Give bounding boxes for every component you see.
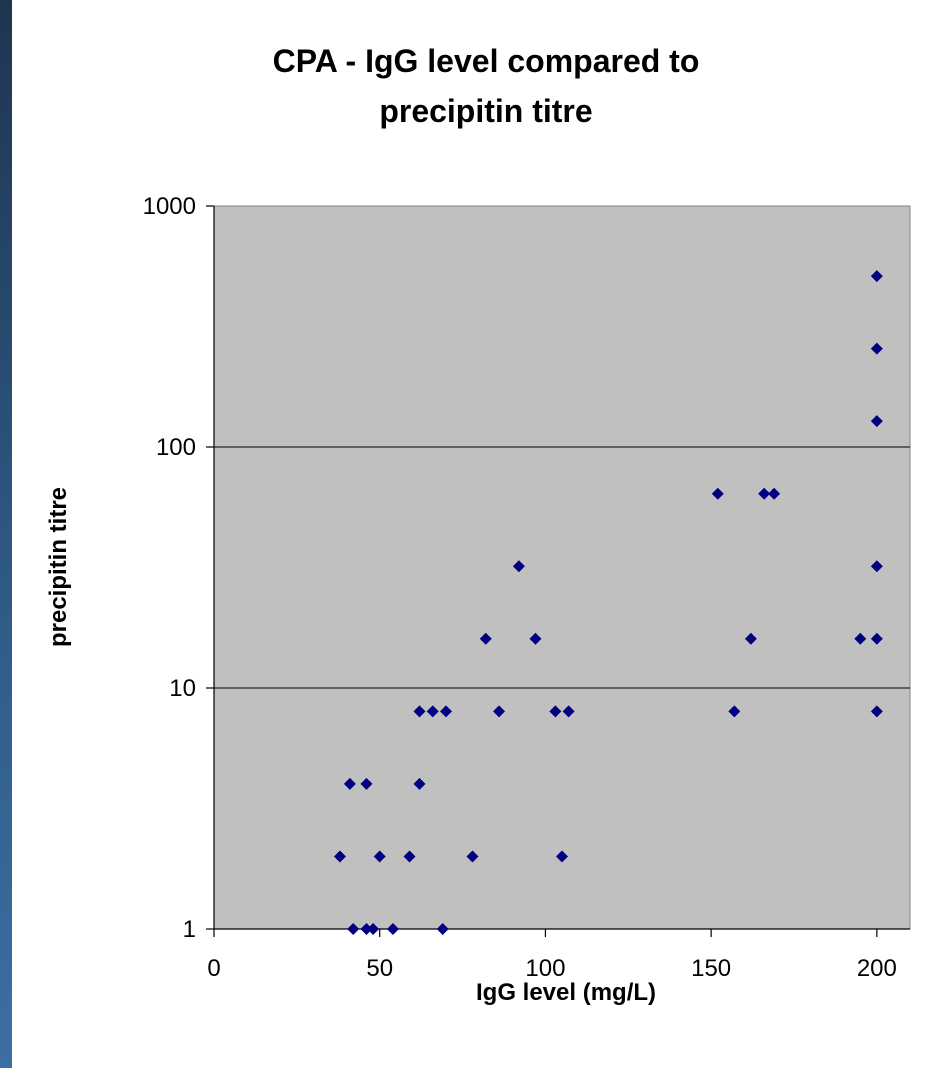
data-point-17 <box>512 560 525 573</box>
data-point-16 <box>493 705 506 718</box>
data-points <box>333 270 883 935</box>
y-tick-label-100: 100 <box>156 434 196 461</box>
x-axis-label: IgG level (mg/L) <box>476 979 656 1006</box>
data-point-14 <box>466 850 479 863</box>
data-point-32 <box>870 632 883 645</box>
x-tick-label-0: 0 <box>207 955 220 982</box>
data-point-19 <box>549 705 562 718</box>
y-axis-ticks: 1 10 100 1000 <box>143 193 214 943</box>
data-point-0 <box>333 850 346 863</box>
x-axis-ticks: 0 50 100 150 200 <box>207 929 897 982</box>
data-point-15 <box>479 632 492 645</box>
data-point-26 <box>768 487 781 500</box>
y-tick-label-1000: 1000 <box>143 193 196 220</box>
x-tick-label-100: 100 <box>525 955 565 982</box>
x-tick-label-50: 50 <box>366 955 393 982</box>
data-point-23 <box>728 705 741 718</box>
scatter-chart: CPA - IgG level compared to precipitin t… <box>45 43 911 1006</box>
data-point-18 <box>529 632 542 645</box>
data-point-21 <box>562 705 575 718</box>
grid-lines <box>214 446 910 689</box>
x-tick-label-150: 150 <box>691 955 731 982</box>
data-point-10 <box>413 705 426 718</box>
data-point-1 <box>343 777 356 790</box>
data-point-9 <box>413 777 426 790</box>
y-tick-label-10: 10 <box>169 675 196 702</box>
data-point-24 <box>744 632 757 645</box>
y-tick-label-1: 1 <box>183 916 196 943</box>
data-point-31 <box>870 560 883 573</box>
y-axis-label: precipitin titre <box>45 487 72 647</box>
data-point-3 <box>360 777 373 790</box>
data-point-22 <box>711 487 724 500</box>
chart-title-line-1: CPA - IgG level compared to <box>273 43 700 79</box>
data-point-8 <box>403 850 416 863</box>
data-point-27 <box>854 632 867 645</box>
chart-frame: CPA - IgG level compared to precipitin t… <box>12 0 944 1068</box>
data-point-29 <box>870 342 883 355</box>
data-point-12 <box>436 923 449 935</box>
data-point-11 <box>426 705 439 718</box>
data-point-30 <box>870 415 883 428</box>
data-point-2 <box>347 923 360 935</box>
data-point-20 <box>556 850 568 863</box>
plot-area <box>213 205 911 930</box>
data-point-7 <box>386 923 399 935</box>
data-point-13 <box>440 705 452 718</box>
x-tick-label-200: 200 <box>857 955 897 982</box>
chart-title-line-2: precipitin titre <box>379 93 592 129</box>
data-point-6 <box>373 850 386 863</box>
axes <box>213 206 910 930</box>
data-point-28 <box>870 270 883 283</box>
data-point-4 <box>360 923 373 935</box>
data-point-33 <box>870 705 883 718</box>
data-point-25 <box>758 487 771 500</box>
data-point-5 <box>367 923 380 935</box>
